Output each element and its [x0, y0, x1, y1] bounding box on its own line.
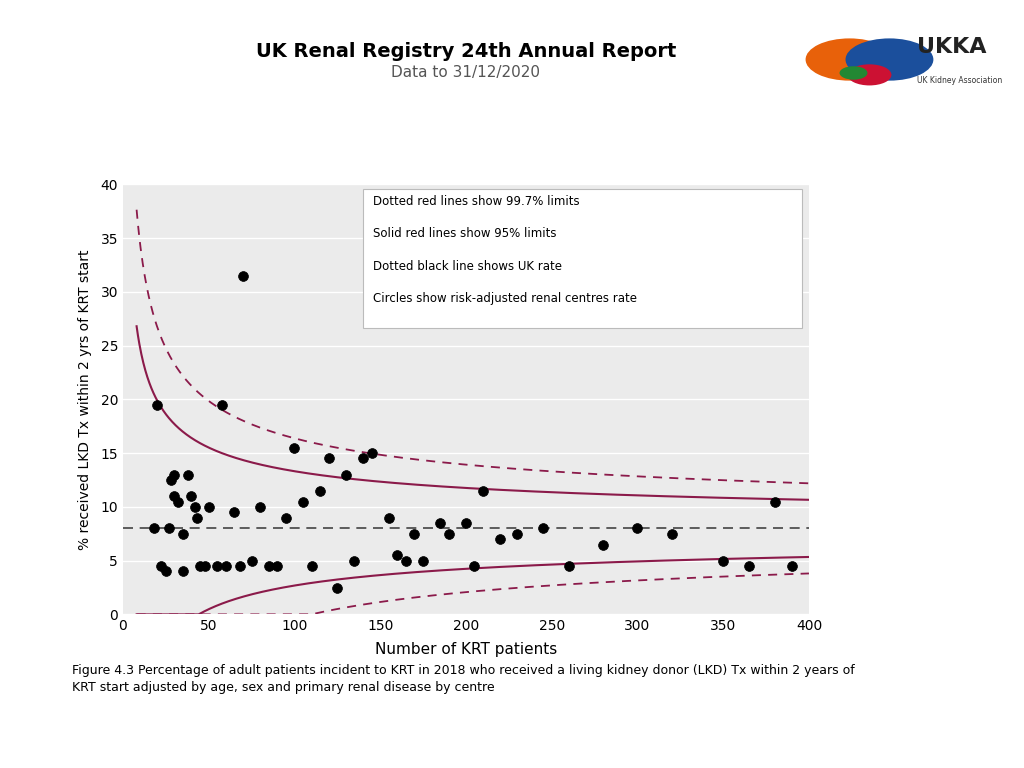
Text: Data to 31/12/2020: Data to 31/12/2020 — [391, 65, 541, 81]
Point — [170, 495, 186, 508]
Point — [407, 528, 423, 540]
Circle shape — [840, 66, 867, 80]
Point — [201, 501, 217, 513]
Point — [415, 554, 431, 567]
FancyBboxPatch shape — [362, 189, 802, 329]
Point — [346, 554, 362, 567]
Point — [209, 560, 225, 572]
Point — [286, 442, 303, 454]
Point — [466, 560, 482, 572]
Point — [312, 485, 329, 497]
Text: UK Kidney Association: UK Kidney Association — [918, 76, 1002, 84]
Point — [145, 522, 162, 535]
Point — [740, 560, 757, 572]
Y-axis label: % received LKD Tx within 2 yrs of KRT start: % received LKD Tx within 2 yrs of KRT st… — [78, 249, 92, 550]
Point — [244, 554, 260, 567]
Point — [150, 399, 166, 411]
Point — [321, 452, 337, 465]
X-axis label: Number of KRT patients: Number of KRT patients — [375, 641, 557, 657]
Point — [338, 468, 354, 481]
Circle shape — [846, 38, 934, 81]
Point — [166, 468, 182, 481]
Point — [231, 560, 248, 572]
Point — [715, 554, 731, 567]
Point — [260, 560, 276, 572]
Point — [163, 474, 179, 486]
Text: Dotted black line shows UK rate: Dotted black line shows UK rate — [374, 260, 562, 273]
Point — [535, 522, 551, 535]
Point — [397, 554, 414, 567]
Point — [186, 501, 203, 513]
Point — [381, 511, 397, 524]
Point — [161, 522, 177, 535]
Point — [766, 495, 783, 508]
Point — [355, 452, 372, 465]
Point — [303, 560, 319, 572]
Point — [475, 485, 492, 497]
Point — [166, 490, 182, 502]
Point — [217, 560, 233, 572]
Point — [364, 447, 380, 459]
Point — [197, 560, 213, 572]
Point — [269, 560, 286, 572]
Text: UK Renal Registry 24th Annual Report: UK Renal Registry 24th Annual Report — [256, 42, 676, 61]
Text: UKKA: UKKA — [918, 38, 987, 58]
Circle shape — [848, 65, 892, 85]
Text: Solid red lines show 95% limits: Solid red lines show 95% limits — [374, 227, 557, 240]
Point — [191, 560, 208, 572]
Point — [389, 549, 406, 561]
Point — [329, 581, 345, 594]
Point — [175, 528, 191, 540]
Point — [295, 495, 311, 508]
Point — [252, 501, 268, 513]
Point — [492, 533, 508, 545]
Point — [153, 560, 169, 572]
Circle shape — [806, 38, 893, 81]
Point — [226, 506, 243, 518]
Text: Figure 4.3 Percentage of adult patients incident to KRT in 2018 who received a l: Figure 4.3 Percentage of adult patients … — [72, 664, 854, 694]
Point — [158, 565, 174, 578]
Point — [183, 490, 200, 502]
Point — [595, 538, 611, 551]
Point — [783, 560, 800, 572]
Point — [629, 522, 646, 535]
Point — [440, 528, 457, 540]
Point — [664, 528, 680, 540]
Point — [432, 517, 449, 529]
Point — [180, 468, 197, 481]
Point — [175, 565, 191, 578]
Point — [234, 270, 251, 282]
Point — [214, 399, 230, 411]
Point — [509, 528, 525, 540]
Point — [458, 517, 474, 529]
Point — [188, 511, 205, 524]
Point — [278, 511, 294, 524]
Text: Circles show risk-adjusted renal centres rate: Circles show risk-adjusted renal centres… — [374, 292, 637, 305]
Text: Dotted red lines show 99.7% limits: Dotted red lines show 99.7% limits — [374, 195, 580, 208]
Point — [561, 560, 578, 572]
